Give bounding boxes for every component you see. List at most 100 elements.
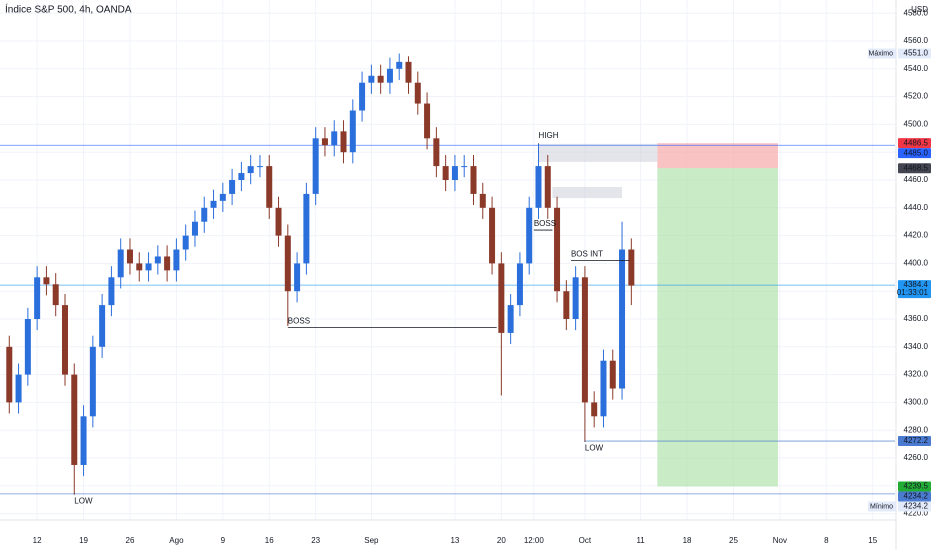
candle-body <box>349 110 356 153</box>
candle-body <box>61 305 68 375</box>
point-anchor <box>584 440 586 442</box>
candle-body <box>331 131 338 146</box>
axis-labels: 4220.04240.04260.04280.04300.04320.04340… <box>33 8 931 545</box>
supply-zone <box>538 143 658 162</box>
candle-body <box>182 235 189 250</box>
candle-body <box>108 277 115 306</box>
candle-body <box>219 193 226 201</box>
note-label: Máximo <box>868 50 893 57</box>
y-tick-label: 4360.0 <box>904 314 929 323</box>
y-tick-label: 4420.0 <box>904 231 929 240</box>
structure-label: BOS INT <box>571 250 603 259</box>
price-badge-label: 4468.5 <box>904 163 929 172</box>
candle-body <box>433 138 440 167</box>
price-badge-label: 4234.2 <box>904 502 929 511</box>
price-badge <box>898 436 931 447</box>
candle-body <box>256 166 263 168</box>
candle-body <box>210 200 217 208</box>
candle-body <box>275 207 282 236</box>
candle-body <box>526 207 533 264</box>
candle-body <box>516 263 523 306</box>
price-badge-label: 4551.0 <box>904 49 929 58</box>
y-tick-label: 4300.0 <box>904 398 929 407</box>
y-tick-label: 4220.0 <box>904 509 929 518</box>
candle-body <box>554 207 561 292</box>
x-tick-label: 18 <box>683 536 692 545</box>
note-label: Mínimo <box>870 503 893 510</box>
candle-body <box>89 346 96 417</box>
x-tick-label: 16 <box>265 536 274 545</box>
x-tick-label: 15 <box>868 536 877 545</box>
candle-body <box>609 360 616 389</box>
price-badge-label: 4239.5 <box>904 482 929 491</box>
x-tick-label: 11 <box>636 536 645 545</box>
x-tick-label: 12:00 <box>524 536 545 545</box>
x-tick-label: 8 <box>824 536 829 545</box>
candle-body <box>312 138 319 194</box>
point-anchor <box>537 143 539 145</box>
supply-zone <box>552 186 623 199</box>
candle-body <box>591 402 598 417</box>
price-badge <box>898 163 931 174</box>
candle-body <box>303 193 310 264</box>
candle-body <box>414 82 421 104</box>
candle-body <box>71 374 78 465</box>
y-tick-label: 4500.0 <box>904 120 929 129</box>
candle-body <box>6 346 13 403</box>
price-badge <box>898 280 931 299</box>
y-tick-label: 4340.0 <box>904 342 929 351</box>
currency: USD <box>911 5 928 14</box>
y-tick-label: 4520.0 <box>904 92 929 101</box>
candle-body <box>126 249 133 264</box>
candle-body <box>405 61 412 83</box>
x-tick-label: 19 <box>79 536 88 545</box>
candle-body <box>43 277 50 285</box>
price-badge <box>898 138 931 149</box>
x-tick-label: Sep <box>364 536 379 545</box>
candle-body <box>191 221 198 236</box>
y-tick-label: 4440.0 <box>904 203 929 212</box>
y-tick-label: 4580.0 <box>904 8 929 17</box>
y-tick-label: 4260.0 <box>904 453 929 462</box>
price-badge-label: 4485.0 <box>904 148 929 157</box>
y-tick-label: 4320.0 <box>904 370 929 379</box>
target-zone <box>657 168 779 487</box>
structure-label: BOSS <box>288 316 310 325</box>
chart-title: Índice S&P 500, 4h, OANDA <box>5 3 132 16</box>
note-badge <box>868 48 896 59</box>
x-tick-label: 12 <box>33 536 42 545</box>
x-tick-label: 23 <box>311 536 320 545</box>
candle-body <box>461 166 468 168</box>
candle-body <box>396 61 403 69</box>
candle-body <box>340 131 347 153</box>
point-label: LOW <box>585 443 604 452</box>
candle-body <box>201 207 208 222</box>
x-tick-label: 26 <box>126 536 135 545</box>
stop-zone <box>657 143 779 169</box>
candle-body <box>266 166 273 208</box>
candle-body <box>359 82 366 111</box>
price-badge <box>898 501 931 512</box>
candle-body <box>619 249 626 389</box>
x-tick-label: Ago <box>169 536 184 545</box>
price-badge <box>898 491 931 502</box>
candle-body <box>34 277 41 320</box>
x-tick-label: 13 <box>450 536 459 545</box>
candle-body <box>52 284 59 306</box>
candle-body <box>377 75 384 83</box>
y-tick-label: 4540.0 <box>904 64 929 73</box>
countdown: 01:33:01 <box>897 288 929 297</box>
y-tick-label: 4460.0 <box>904 175 929 184</box>
candle-body <box>368 75 375 83</box>
price-badge <box>898 481 931 492</box>
candle-body <box>117 249 124 278</box>
candle-body <box>628 249 635 286</box>
candle-body <box>321 138 328 146</box>
point-anchor <box>73 493 75 495</box>
price-badge <box>898 148 931 159</box>
candle-body <box>294 263 301 292</box>
candle-body <box>145 263 152 271</box>
price-badge-label: 4384.4 <box>904 280 929 289</box>
